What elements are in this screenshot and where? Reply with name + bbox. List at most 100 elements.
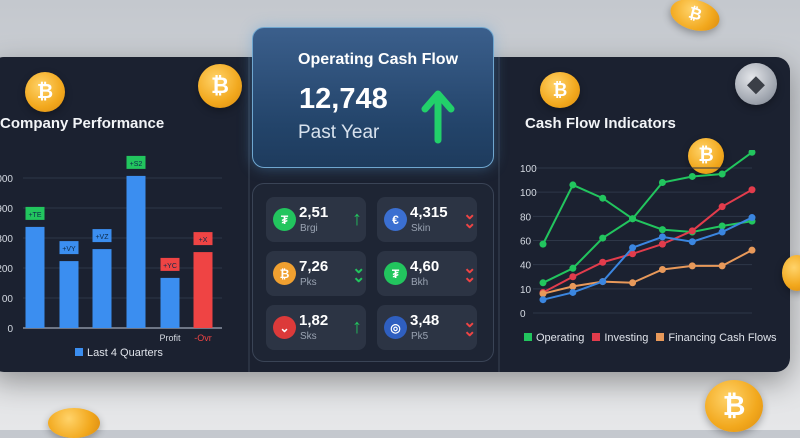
legend-label: Operating: [536, 332, 585, 344]
data-point[interactable]: [569, 273, 577, 281]
bar-label: +YC: [163, 263, 177, 270]
asset-tile[interactable]: ₮ 2,51 Brgi ↑: [266, 197, 366, 242]
data-point[interactable]: [688, 172, 696, 180]
data-point[interactable]: [629, 244, 637, 252]
y-tick-label: 900: [0, 204, 13, 215]
series-line: [542, 183, 753, 245]
bar[interactable]: [193, 252, 213, 328]
y-tick-label: 60: [520, 237, 532, 248]
data-point[interactable]: [599, 234, 607, 242]
tile-label: Pks: [300, 277, 317, 288]
data-point[interactable]: [629, 250, 637, 258]
data-point[interactable]: [569, 181, 577, 189]
legend-item: Operating: [524, 332, 584, 344]
data-point[interactable]: [688, 227, 696, 235]
bitcoin-coin-icon: ₿: [198, 64, 242, 108]
tile-label: Brgi: [300, 223, 318, 234]
asset-tile[interactable]: ₿ 7,26 Pks ⌄⌄: [266, 251, 366, 296]
asset-tile[interactable]: ⌄ 1,82 Sks ↑: [266, 305, 366, 350]
bar-label-badge: [160, 257, 180, 271]
chart-legend: Last 4 Quarters: [75, 347, 163, 359]
divider: [248, 57, 250, 372]
data-point[interactable]: [629, 279, 637, 287]
data-point[interactable]: [569, 288, 577, 296]
tile-label: Skin: [411, 223, 431, 234]
tile-value: 7,26: [299, 258, 329, 275]
data-point[interactable]: [748, 186, 756, 194]
bitcoin-coin-icon: ₿: [540, 72, 580, 108]
data-point[interactable]: [599, 278, 607, 286]
tile-value: 2,51: [299, 204, 329, 221]
tile-value: 4,315: [410, 204, 448, 221]
bitcoin-coin-icon: [48, 408, 100, 438]
x-tick-label: Profit: [159, 333, 181, 343]
y-tick-label: 300: [0, 234, 13, 245]
arrow-up-icon: [421, 90, 455, 144]
bar[interactable]: [59, 261, 79, 328]
coin-icon: ◎: [384, 316, 407, 339]
legend-item: Financing Cash Flows: [656, 332, 777, 344]
data-point[interactable]: [718, 203, 726, 211]
trend-down-icon: ⌄⌄: [352, 260, 366, 286]
data-point[interactable]: [658, 226, 666, 234]
legend-swatch: [75, 348, 83, 356]
tile-value: 4,60: [410, 258, 440, 275]
tether-icon: ₮: [273, 208, 296, 231]
trend-up-icon: ↑: [352, 316, 362, 338]
bitcoin-coin-icon: [782, 255, 800, 291]
y-tick-label: 0: [7, 324, 13, 335]
y-tick-label: 80: [520, 212, 532, 223]
operating-cash-flow-card: Operating Cash Flow 12,748 Past Year: [252, 27, 494, 168]
chart-legend: Operating Investing Financing Cash Flows: [524, 332, 777, 344]
legend-item: Investing: [592, 332, 648, 344]
data-point[interactable]: [569, 282, 577, 290]
data-point[interactable]: [718, 262, 726, 270]
tile-value: 3,48: [410, 312, 440, 329]
data-point[interactable]: [658, 240, 666, 248]
data-point[interactable]: [569, 264, 577, 272]
data-point[interactable]: [539, 290, 547, 298]
legend-swatch: [592, 333, 601, 341]
data-point[interactable]: [748, 150, 756, 156]
data-point[interactable]: [629, 215, 637, 223]
data-point[interactable]: [748, 214, 756, 222]
data-point[interactable]: [539, 296, 547, 304]
tile-label: Sks: [300, 331, 317, 342]
data-point[interactable]: [658, 179, 666, 186]
bar-label: +TE: [28, 212, 41, 219]
data-point[interactable]: [599, 258, 607, 266]
legend-label: Investing: [604, 332, 649, 344]
bar-label-badge: [59, 241, 79, 255]
data-point[interactable]: [748, 246, 756, 254]
bar[interactable]: [25, 226, 45, 328]
data-point[interactable]: [658, 266, 666, 273]
y-tick-label: 200: [0, 264, 13, 275]
bitcoin-coin-icon: ₿: [666, 0, 724, 36]
data-point[interactable]: [658, 233, 666, 241]
data-point[interactable]: [539, 240, 547, 248]
y-tick-label: 00: [2, 294, 14, 305]
data-point[interactable]: [718, 222, 726, 230]
y-tick-label: 100: [520, 188, 537, 199]
bar[interactable]: [92, 249, 112, 328]
asset-tile[interactable]: € 4,315 Skin ⌄⌄: [377, 197, 477, 242]
bar[interactable]: [126, 175, 146, 328]
data-point[interactable]: [539, 279, 547, 287]
chart-title: Company Performance: [0, 115, 165, 132]
asset-tile[interactable]: ₮ 4,60 Bkh ⌄⌄: [377, 251, 477, 296]
data-point[interactable]: [718, 228, 726, 236]
asset-tile[interactable]: ◎ 3,48 Pk5 ⌄⌄: [377, 305, 477, 350]
trend-down-icon: ⌄⌄: [463, 206, 477, 232]
bar[interactable]: [160, 277, 180, 328]
y-tick-label: 40: [520, 261, 532, 272]
bar-label: +S2: [130, 161, 143, 168]
data-point[interactable]: [688, 262, 696, 270]
data-point[interactable]: [688, 238, 696, 246]
y-tick-label: 0: [520, 309, 526, 320]
series-line: [542, 188, 753, 294]
series-line: [542, 151, 753, 284]
bar-label: +X: [199, 237, 208, 244]
data-point[interactable]: [718, 170, 726, 178]
y-tick-label: 100: [520, 164, 537, 175]
data-point[interactable]: [599, 194, 607, 202]
